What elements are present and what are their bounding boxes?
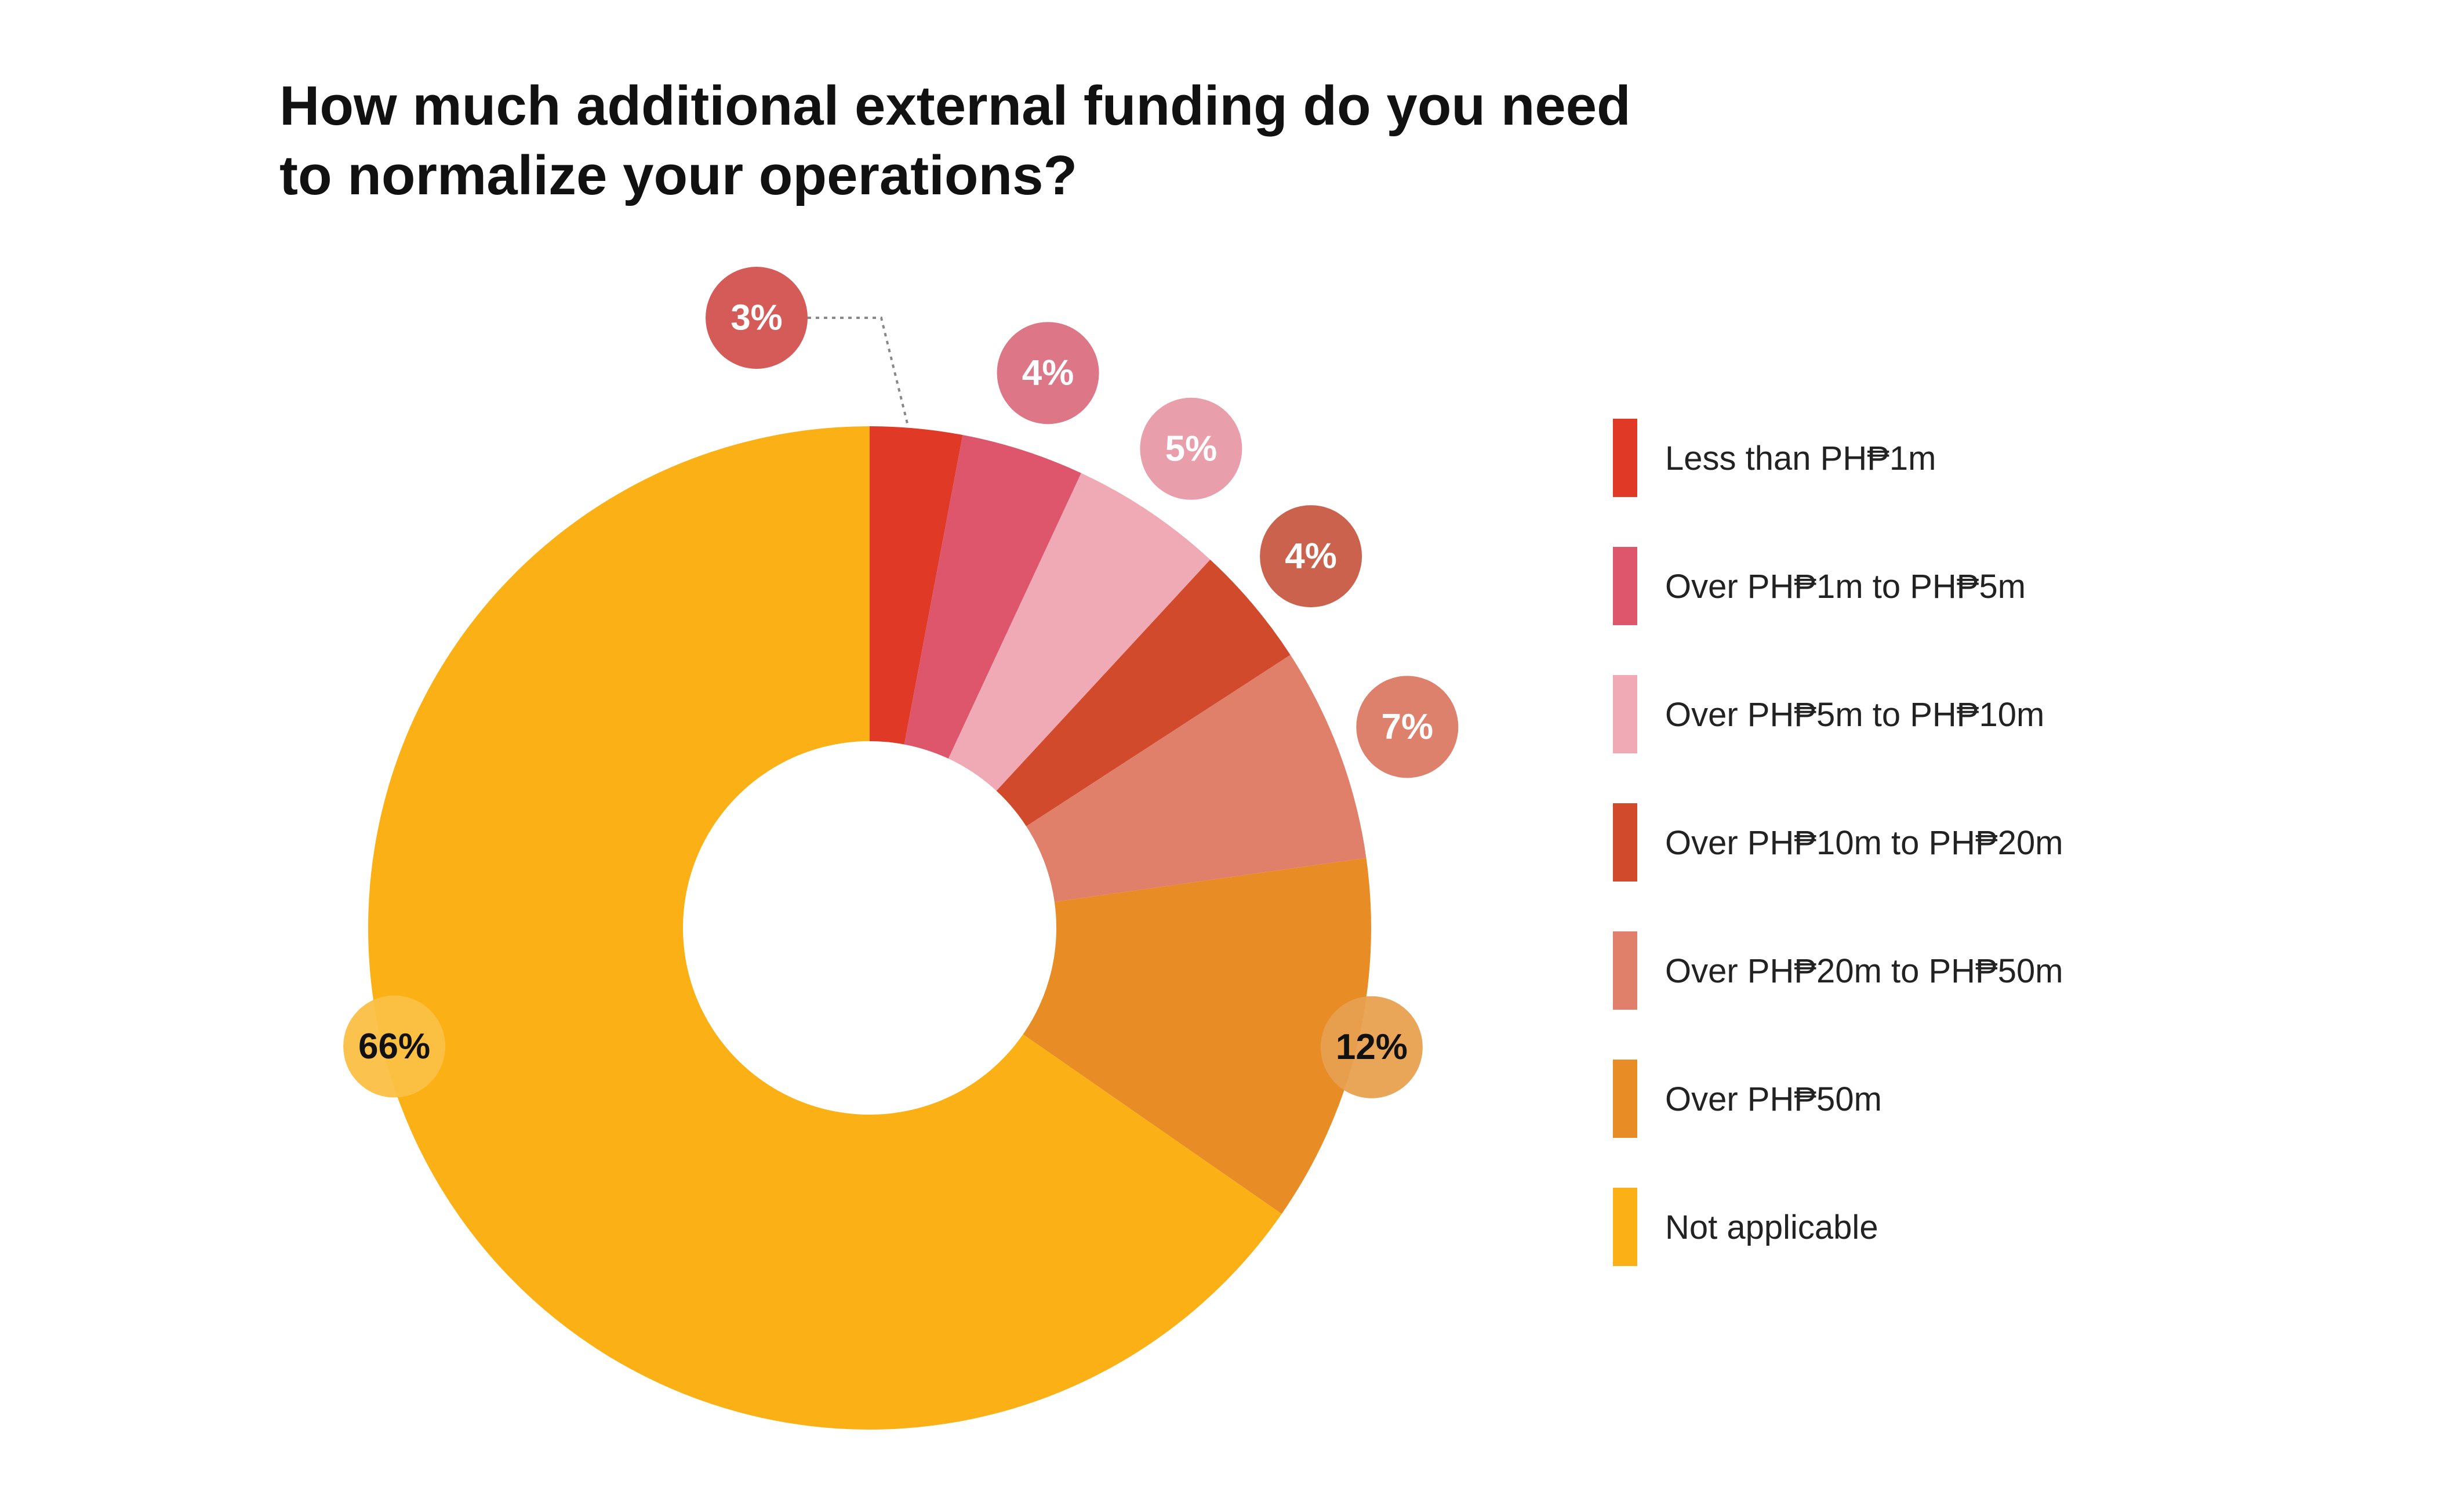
- legend-label: Over PH₱5m to PH₱10m: [1665, 696, 2044, 734]
- legend-label: Over PH₱1m to PH₱5m: [1665, 568, 2026, 605]
- value-badge: [1320, 996, 1423, 1098]
- data-label: 7%: [1382, 707, 1434, 747]
- donut-slice: [1026, 655, 1367, 902]
- value-badge: [1140, 397, 1242, 500]
- legend-label: Not applicable: [1665, 1209, 1878, 1246]
- legend-label: Over PH₱20m to PH₱50m: [1665, 952, 2063, 990]
- donut-slice: [1023, 858, 1372, 1214]
- data-label: 3%: [731, 298, 783, 338]
- legend-label: Over PH₱50m: [1665, 1080, 1882, 1118]
- legend-label: Less than PH₱1m: [1665, 440, 1936, 477]
- leader-lines: [808, 317, 908, 424]
- legend: Less than PH₱1m Over PH₱1m to PH₱5m Over P…: [1613, 419, 2063, 1266]
- chart-title-line-1: How much additional external funding do …: [279, 75, 1631, 137]
- data-label: 66%: [358, 1027, 430, 1067]
- leader-line: [808, 317, 908, 424]
- chart-title: How much additional external funding do …: [279, 75, 1631, 206]
- donut-slice: [948, 473, 1211, 791]
- legend-swatch: [1613, 803, 1637, 882]
- donut-slice: [368, 426, 1282, 1430]
- legend-swatch: [1613, 1188, 1637, 1266]
- legend-swatch: [1613, 419, 1637, 497]
- data-label: 4%: [1285, 536, 1337, 576]
- legend-label: Over PH₱10m to PH₱20m: [1665, 824, 2063, 862]
- donut-slice: [996, 560, 1291, 826]
- chart-title-line-2: to normalize your operations?: [279, 144, 1077, 206]
- value-badge: [997, 322, 1099, 425]
- legend-swatch: [1613, 931, 1637, 1010]
- value-badge: [1260, 505, 1362, 608]
- data-label: 5%: [1165, 429, 1218, 469]
- donut-slice: [870, 426, 963, 745]
- data-label: 12%: [1336, 1027, 1408, 1067]
- donut-slice: [904, 435, 1081, 759]
- data-label: 4%: [1022, 353, 1074, 393]
- value-badge: [706, 267, 808, 369]
- donut-slices: [368, 426, 1372, 1430]
- value-badge: [1356, 676, 1459, 778]
- legend-swatch: [1613, 1060, 1637, 1138]
- value-badge: [343, 995, 446, 1098]
- value-badges: 3% 4% 5% 4% 7% 12% 66%: [343, 267, 1459, 1098]
- legend-swatch: [1613, 547, 1637, 625]
- legend-swatch: [1613, 675, 1637, 753]
